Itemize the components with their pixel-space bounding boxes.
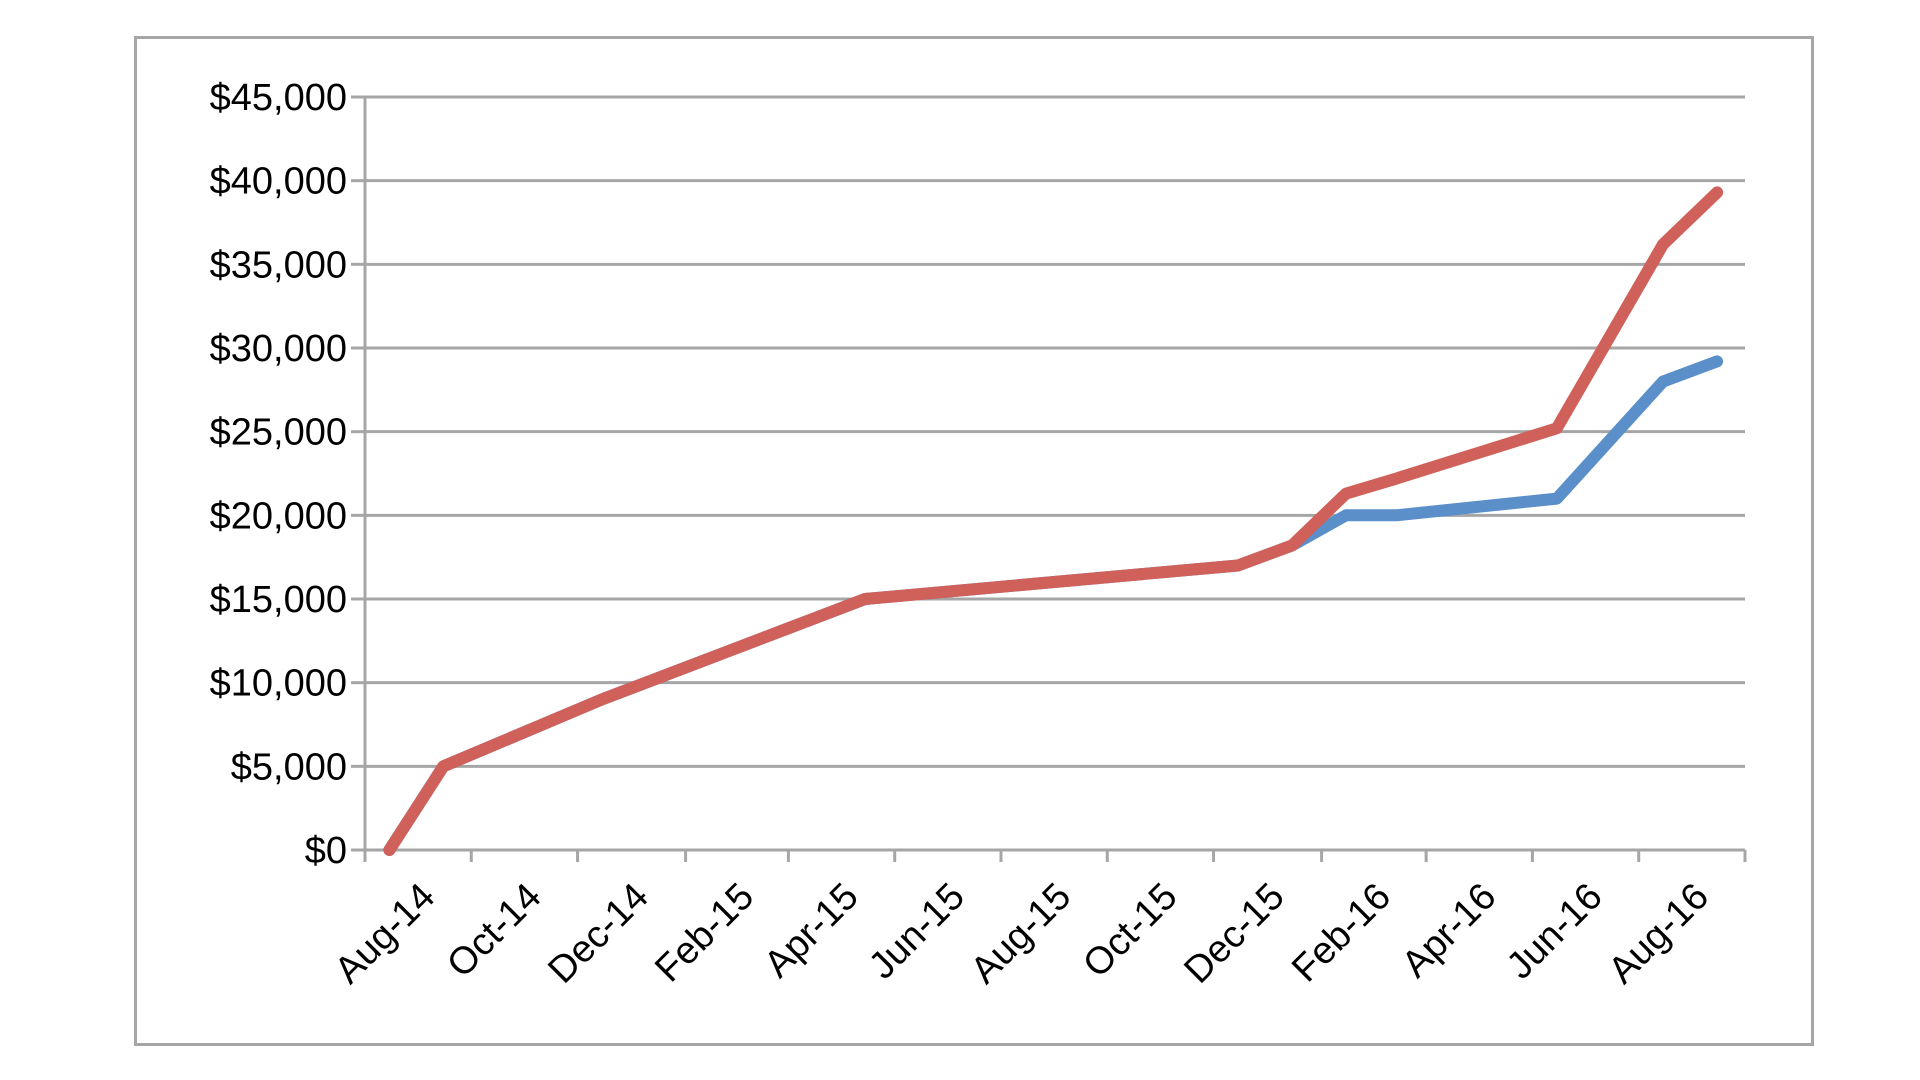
series-line-2 [383, 186, 1724, 856]
y-axis-tick-label: $40,000 [210, 161, 347, 203]
x-axis-tick-label: Dec-15 [1176, 875, 1292, 991]
x-axis-tick-labels: Aug-14Oct-14Dec-14Feb-15Apr-15Jun-15Aug-… [327, 875, 1717, 991]
y-axis-tick-labels: $0 $5,000 $10,000 $15,000 $20,000 $25,000 $30,… [210, 77, 347, 872]
y-axis-tick-label: $25,000 [210, 412, 347, 454]
y-axis-tick-label: $0 [305, 830, 347, 872]
grid-lines [365, 95, 1745, 768]
y-axis-tick-label: $30,000 [210, 328, 347, 370]
y-axis-tick-label: $45,000 [210, 77, 347, 119]
y-axis-tick-label: $35,000 [210, 244, 347, 286]
x-axis-tick-label: Apr-15 [756, 875, 866, 985]
x-axis-tick-label: Dec-14 [540, 875, 656, 991]
x-axis-tick-label: Oct-15 [1075, 875, 1185, 985]
x-axis-tick-label: Aug-14 [327, 875, 443, 991]
y-axis-tick-label: $10,000 [210, 663, 347, 705]
y-axis-tick-label: $5,000 [231, 746, 347, 788]
x-axis-tick-label: Feb-16 [1284, 875, 1399, 990]
y-axis-tick-label: $15,000 [210, 579, 347, 621]
x-axis-tick-label: Oct-14 [439, 875, 549, 985]
x-axis-tick-label: Aug-15 [963, 875, 1079, 991]
x-axis-tick-label: Feb-15 [647, 875, 762, 990]
x-axis-tick-label: Apr-16 [1394, 875, 1504, 985]
y-axis-tick-label: $20,000 [210, 495, 347, 537]
line-chart: $0 $5,000 $10,000 $15,000 $20,000 $25,000 $30,… [210, 77, 1747, 992]
x-axis-tick-label: Aug-16 [1601, 875, 1717, 991]
x-axis-tick-label: Jun-15 [861, 875, 973, 987]
x-axis-tick-label: Jun-16 [1499, 875, 1611, 987]
series-lines [383, 186, 1724, 856]
axes [351, 95, 1747, 862]
chart-frame: $0 $5,000 $10,000 $15,000 $20,000 $25,000 $30,… [134, 36, 1814, 1046]
